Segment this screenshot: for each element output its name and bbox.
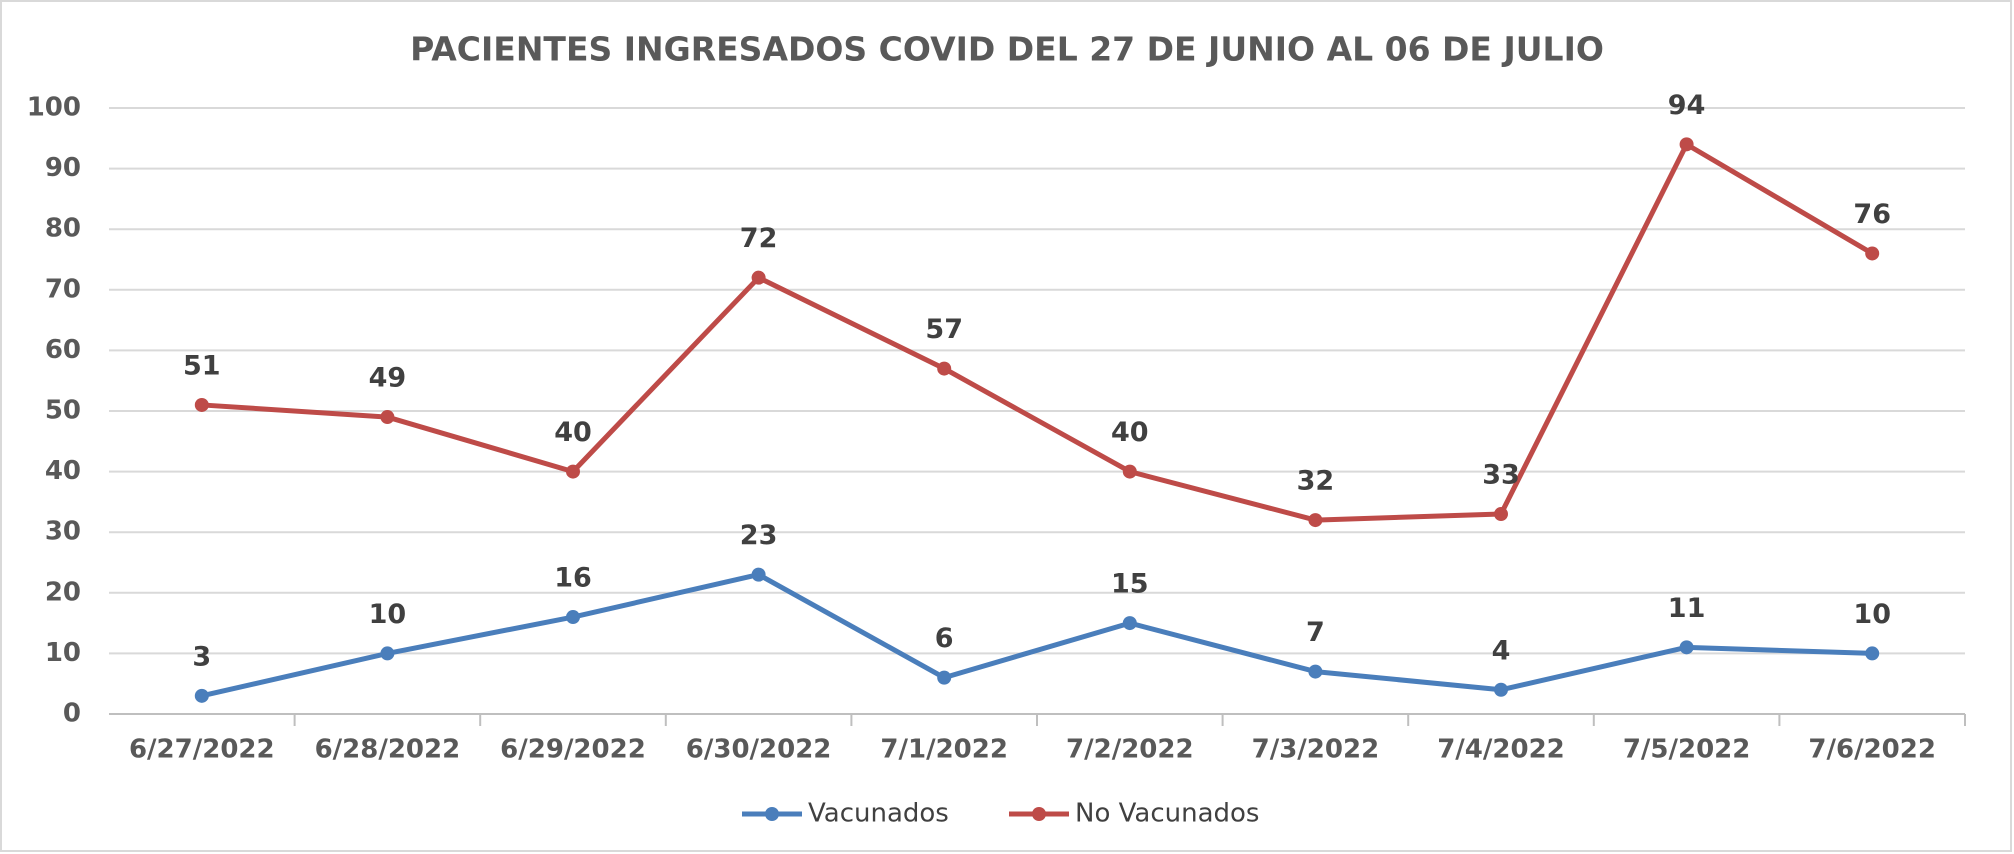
x-tick-label: 6/28/2022: [315, 735, 461, 765]
data-label: 51: [183, 350, 221, 381]
data-label: 16: [554, 563, 592, 594]
data-label: 49: [369, 363, 407, 394]
point: [566, 464, 580, 479]
point: [751, 567, 766, 582]
data-label: 72: [740, 223, 778, 254]
point: [1308, 513, 1323, 528]
y-tick-label: 30: [45, 517, 81, 547]
point: [1865, 246, 1880, 261]
x-tick-label: 7/4/2022: [1437, 735, 1565, 765]
x-tick-label: 6/29/2022: [500, 735, 646, 765]
data-label: 76: [1853, 199, 1891, 230]
legend-label: No Vacunados: [1075, 799, 1259, 829]
data-label: 7: [1306, 617, 1325, 648]
point: [1122, 464, 1137, 479]
data-label: 33: [1482, 460, 1520, 491]
point: [380, 646, 395, 661]
data-label: 57: [925, 314, 963, 345]
point: [194, 397, 209, 412]
data-label: 4: [1492, 635, 1511, 666]
x-tick-label: 6/30/2022: [686, 735, 832, 765]
y-tick-label: 50: [45, 396, 81, 426]
data-label: 40: [1111, 417, 1149, 448]
legend-marker: [765, 807, 779, 821]
x-tick-label: 7/3/2022: [1252, 735, 1380, 765]
y-tick-label: 80: [45, 214, 81, 244]
point: [1679, 137, 1694, 152]
y-tick-label: 70: [45, 274, 81, 304]
point: [1865, 646, 1880, 661]
y-tick-label: 40: [45, 456, 81, 486]
y-tick-label: 20: [45, 577, 81, 607]
point: [937, 361, 952, 376]
legend-label: Vacunados: [808, 799, 949, 829]
series-line: [201, 572, 1873, 699]
data-label: 10: [369, 599, 407, 630]
point: [1679, 640, 1694, 655]
point: [937, 670, 952, 685]
y-tick-label: 10: [45, 638, 81, 668]
x-tick-label: 6/27/2022: [129, 735, 275, 765]
point: [1494, 682, 1508, 697]
y-tick-label: 90: [45, 153, 81, 183]
data-label: 32: [1297, 466, 1335, 497]
x-tick-label: 7/5/2022: [1623, 735, 1751, 765]
data-label: 15: [1111, 569, 1149, 600]
data-label: 94: [1668, 90, 1706, 121]
point: [1494, 507, 1508, 522]
point: [380, 410, 395, 425]
point: [1122, 616, 1137, 631]
y-tick-label: 100: [27, 93, 81, 123]
data-label: 23: [740, 520, 778, 551]
point: [566, 610, 580, 625]
y-tick-label: 0: [63, 699, 81, 729]
chart-title: PACIENTES INGRESADOS COVID DEL 27 DE JUN…: [410, 30, 1604, 69]
data-label: 40: [554, 417, 592, 448]
x-tick-label: 7/1/2022: [880, 735, 1008, 765]
legend-marker: [1032, 807, 1046, 821]
data-label: 10: [1853, 599, 1891, 630]
data-label: 11: [1668, 593, 1706, 624]
point: [194, 688, 209, 703]
data-label: 3: [192, 641, 211, 672]
data-label: 6: [935, 623, 954, 654]
y-tick-label: 60: [45, 335, 81, 365]
series-line: [201, 141, 1874, 523]
point: [751, 270, 766, 285]
x-tick-label: 7/6/2022: [1808, 735, 1936, 765]
point: [1308, 664, 1323, 679]
x-tick-label: 7/2/2022: [1066, 735, 1194, 765]
